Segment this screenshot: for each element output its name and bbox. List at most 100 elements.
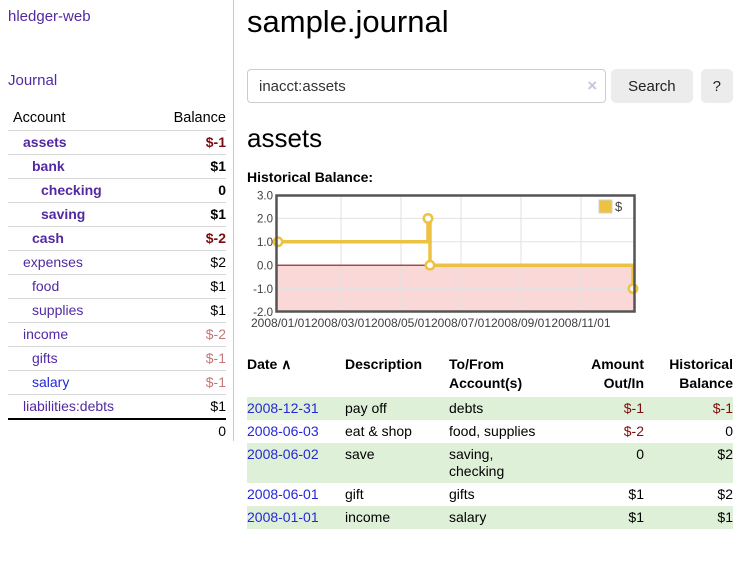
data-point <box>627 283 639 295</box>
account-heading: assets <box>247 123 323 153</box>
tofrom-header-line1: To/From <box>449 356 504 372</box>
search-form: × Search ? <box>247 69 733 103</box>
table-row: income $-2 <box>8 322 226 347</box>
date-column-header[interactable]: Date ∧ <box>247 353 345 397</box>
transaction-balance: 0 <box>725 423 733 439</box>
chart-frame <box>275 194 636 313</box>
transaction-amount: 0 <box>636 446 644 462</box>
search-input-wrap: × <box>247 69 607 103</box>
account-link-saving[interactable]: saving <box>41 206 86 222</box>
transaction-accounts: saving, checking <box>449 446 505 479</box>
table-row: expenses $2 <box>8 250 226 275</box>
search-input[interactable] <box>247 69 607 103</box>
account-link-assets[interactable]: assets <box>23 134 67 150</box>
account-link-supplies[interactable]: supplies <box>32 302 84 318</box>
accounts-total-row: 0 <box>8 418 226 443</box>
table-row: saving $1 <box>8 202 226 227</box>
account-link-bank[interactable]: bank <box>32 158 65 174</box>
transaction-balance: $2 <box>717 486 733 502</box>
account-balance: $1 <box>153 154 226 179</box>
account-balance: $-1 <box>153 130 226 155</box>
account-balance: $2 <box>153 250 226 275</box>
account-link-gifts[interactable]: gifts <box>32 350 58 366</box>
x-tick-label: 2008/05/01 <box>371 316 431 330</box>
data-point <box>424 259 436 271</box>
amount-header-line1: Amount <box>591 356 644 372</box>
x-tick-label: 2008/07/01 <box>431 316 491 330</box>
transaction-row[interactable]: 2008-06-03 eat & shop food, supplies $-2… <box>247 420 733 443</box>
brand-link[interactable]: hledger-web <box>8 8 226 26</box>
amount-header-line2: Out/In <box>603 375 644 391</box>
historical-balance-chart: $ 3.0 2.0 1.0 0.0 -1.0 -2.0 2008/01/01 2… <box>251 191 639 330</box>
account-balance: $-2 <box>153 322 226 347</box>
account-link-food[interactable]: food <box>32 278 60 294</box>
transaction-row[interactable]: 2008-01-01 income salary $1 $1 <box>247 506 733 529</box>
x-tick-label: 2008/11/01 <box>551 316 610 330</box>
account-link-expenses[interactable]: expenses <box>23 254 83 270</box>
transaction-balance: $1 <box>717 509 733 525</box>
account-balance: $-2 <box>153 226 226 251</box>
y-tick-label: -2.0 <box>253 307 273 319</box>
account-link-liabilities-debts[interactable]: liabilities:debts <box>23 398 115 414</box>
sort-ascending-icon[interactable]: ∧ <box>281 356 292 372</box>
balance-header-line1: Historical <box>669 356 733 372</box>
table-row: bank $1 <box>8 154 226 179</box>
x-axis-ticks: 2008/01/01 2008/03/01 2008/05/01 2008/07… <box>251 316 611 330</box>
transaction-balance: $2 <box>717 446 733 462</box>
legend-swatch-icon <box>598 199 613 214</box>
date-header-label[interactable]: Date <box>247 356 278 372</box>
accounts-table: Account Balance assets $-1 bank $1 check… <box>8 108 226 443</box>
transaction-date-link[interactable]: 2008-12-31 <box>247 400 319 416</box>
transaction-accounts: food, supplies <box>449 423 536 439</box>
transactions-table: Date ∧ Description To/From Account(s) Am… <box>247 353 733 529</box>
brand-label[interactable]: hledger-web <box>8 8 91 25</box>
transaction-row[interactable]: 2008-06-02 save saving, checking 0 $2 <box>247 443 733 483</box>
transaction-date-link[interactable]: 2008-06-01 <box>247 486 319 502</box>
transaction-date-link[interactable]: 2008-06-02 <box>247 446 319 462</box>
chart-title: Historical Balance: <box>247 169 374 185</box>
data-point <box>422 212 434 224</box>
sidebar-item-journal[interactable]: Journal <box>8 72 226 89</box>
account-balance: $1 <box>153 394 226 419</box>
table-row: checking 0 <box>8 178 226 203</box>
transaction-row[interactable]: 2008-06-01 gift gifts $1 $2 <box>247 483 733 506</box>
table-row: supplies $1 <box>8 298 226 323</box>
sidebar: hledger-web Journal Account Balance asse… <box>0 0 234 443</box>
clear-search-icon[interactable]: × <box>587 76 598 95</box>
search-button[interactable]: Search <box>611 69 693 103</box>
account-balance: $-1 <box>153 346 226 371</box>
help-button[interactable]: ? <box>700 69 733 103</box>
transaction-description: gift <box>345 486 364 502</box>
y-tick-label: 1.0 <box>257 237 273 249</box>
page-title: sample.journal <box>247 4 449 39</box>
account-balance: $1 <box>153 202 226 227</box>
transaction-balance: $-1 <box>712 400 733 416</box>
main-content: sample.journal × Search ? assets Histori… <box>234 0 742 582</box>
accounts-total: 0 <box>153 418 226 443</box>
account-link-salary[interactable]: salary <box>32 374 70 390</box>
table-row: cash $-2 <box>8 226 226 251</box>
accounts-table-header: Account Balance <box>8 108 226 131</box>
y-tick-label: 0.0 <box>257 260 273 272</box>
transaction-amount: $-2 <box>623 423 644 439</box>
account-link-income[interactable]: income <box>23 326 69 342</box>
transaction-amount: $1 <box>628 486 644 502</box>
transactions-header-row: Date ∧ Description To/From Account(s) Am… <box>247 353 733 397</box>
balance-header-line2: Balance <box>679 375 733 391</box>
tofrom-column-header: To/From Account(s) <box>449 353 549 397</box>
transaction-description: eat & shop <box>345 423 412 439</box>
transaction-amount: $1 <box>628 509 644 525</box>
transaction-row[interactable]: 2008-12-31 pay off debts $-1 $-1 <box>247 397 733 420</box>
transaction-accounts: gifts <box>449 486 475 502</box>
journal-link-label[interactable]: Journal <box>8 72 58 89</box>
account-link-cash[interactable]: cash <box>32 230 64 246</box>
account-balance: 0 <box>153 178 226 203</box>
account-link-checking[interactable]: checking <box>41 182 102 198</box>
y-axis-ticks: 3.0 2.0 1.0 0.0 -1.0 -2.0 <box>253 191 273 320</box>
legend-label: $ <box>615 199 623 214</box>
transaction-date-link[interactable]: 2008-01-01 <box>247 509 319 525</box>
account-column-header: Account <box>13 110 66 126</box>
table-row: salary $-1 <box>8 370 226 395</box>
transaction-date-link[interactable]: 2008-06-03 <box>247 423 319 439</box>
